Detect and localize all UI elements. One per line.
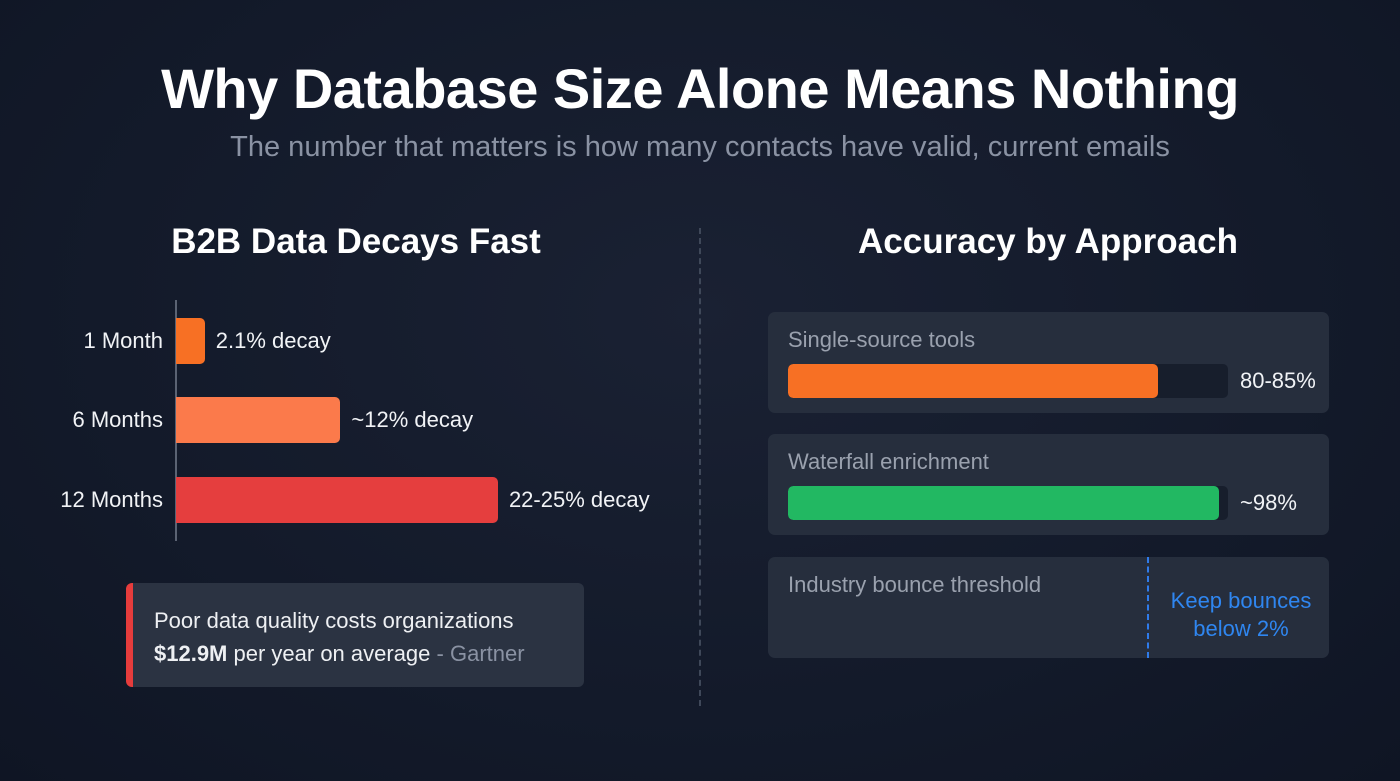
accuracy-card-waterfall: Waterfall enrichment ~98% xyxy=(768,434,1329,535)
cost-callout: Poor data quality costs organizations $1… xyxy=(126,583,584,687)
threshold-line xyxy=(1147,557,1149,658)
page-subtitle: The number that matters is how many cont… xyxy=(230,131,1170,163)
callout-source: - Gartner xyxy=(430,641,525,666)
callout-amount: $12.9M xyxy=(154,641,228,666)
accuracy-track xyxy=(788,486,1228,520)
accuracy-bar xyxy=(788,486,1220,520)
callout-rest: per year on average xyxy=(227,641,431,666)
threshold-note: Keep bounces below 2% xyxy=(1170,588,1312,641)
page-title: Why Database Size Alone Means Nothing xyxy=(161,57,1239,120)
accuracy-bar xyxy=(788,364,1158,398)
bounce-threshold-card: Industry bounce threshold Keep bounces b… xyxy=(768,557,1329,658)
decay-category-label: 6 Months xyxy=(72,407,164,432)
threshold-label: Industry bounce threshold xyxy=(788,572,1042,597)
accuracy-label: Single-source tools xyxy=(788,327,976,352)
decay-bar xyxy=(176,477,498,523)
callout-text: Poor data quality costs organizations xyxy=(154,608,514,633)
accuracy-value: 80-85% xyxy=(1240,368,1316,393)
decay-value-label: 22-25% decay xyxy=(508,487,650,512)
accuracy-chart-title: Accuracy by Approach xyxy=(858,222,1238,261)
decay-category-label: 1 Month xyxy=(83,328,164,353)
decay-value-label: ~12% decay xyxy=(351,407,474,432)
accuracy-track xyxy=(788,364,1228,398)
accuracy-card-single-source: Single-source tools 80-85% xyxy=(768,312,1329,413)
decay-value-label: 2.1% decay xyxy=(215,328,331,353)
section-divider xyxy=(699,228,701,706)
decay-category-label: 12 Months xyxy=(60,487,163,512)
decay-chart-title: B2B Data Decays Fast xyxy=(171,222,541,261)
decay-bar xyxy=(176,318,205,364)
decay-bar xyxy=(176,397,341,443)
accuracy-value: ~98% xyxy=(1240,490,1297,515)
accuracy-label: Waterfall enrichment xyxy=(788,449,989,474)
